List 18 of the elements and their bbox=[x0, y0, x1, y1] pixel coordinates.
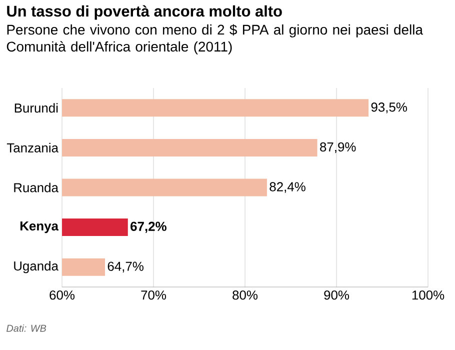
x-tick-label: 100% bbox=[412, 290, 444, 300]
y-tick-label: Uganda bbox=[14, 261, 58, 274]
data-label: 87,9% bbox=[320, 142, 356, 154]
chart-title: Un tasso di povertà ancora molto alto bbox=[7, 5, 282, 20]
data-label: 82,4% bbox=[270, 182, 306, 193]
chart-subtitle: Persone che vivono con meno di 2 $ PPA al giorno nei paesi della Comunità dell'Africa orientale (2011) bbox=[6, 24, 423, 54]
data-label: 93,5% bbox=[371, 102, 407, 114]
y-tick-label: Burundi bbox=[14, 103, 58, 113]
text: Dati: WB bbox=[6, 324, 46, 332]
x-tick-label: 90% bbox=[324, 290, 350, 300]
y-tick-label: Ruanda bbox=[14, 182, 58, 192]
y-tick-label: Tanzania bbox=[6, 142, 58, 152]
x-tick-label: 70% bbox=[141, 290, 166, 300]
data-label: 67,2% bbox=[130, 222, 166, 233]
y-tick-label: Kenya bbox=[20, 222, 59, 234]
data-label: 64,7% bbox=[108, 262, 144, 272]
x-tick-label: 80% bbox=[232, 290, 258, 300]
x-tick-label: 60% bbox=[50, 290, 75, 300]
